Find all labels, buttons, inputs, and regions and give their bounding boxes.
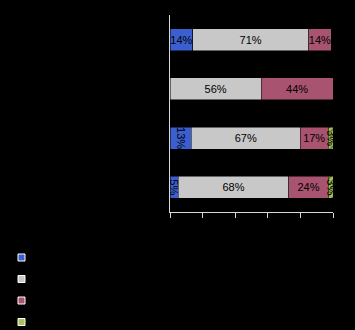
svg-text:71%: 71% <box>240 34 262 46</box>
svg-text:17%: 17% <box>303 132 325 144</box>
svg-text:44%: 44% <box>286 83 308 95</box>
svg-text:14%: 14% <box>170 34 192 46</box>
svg-text:56%: 56% <box>205 83 227 95</box>
svg-text:67%: 67% <box>235 132 257 144</box>
svg-text:24%: 24% <box>297 181 319 193</box>
svg-text:68%: 68% <box>222 181 244 193</box>
svg-text:3%: 3% <box>325 130 337 146</box>
svg-text:13%: 13% <box>175 127 187 149</box>
svg-text:5%: 5% <box>168 179 180 195</box>
svg-text:3%: 3% <box>325 179 337 195</box>
svg-text:14%: 14% <box>309 34 331 46</box>
